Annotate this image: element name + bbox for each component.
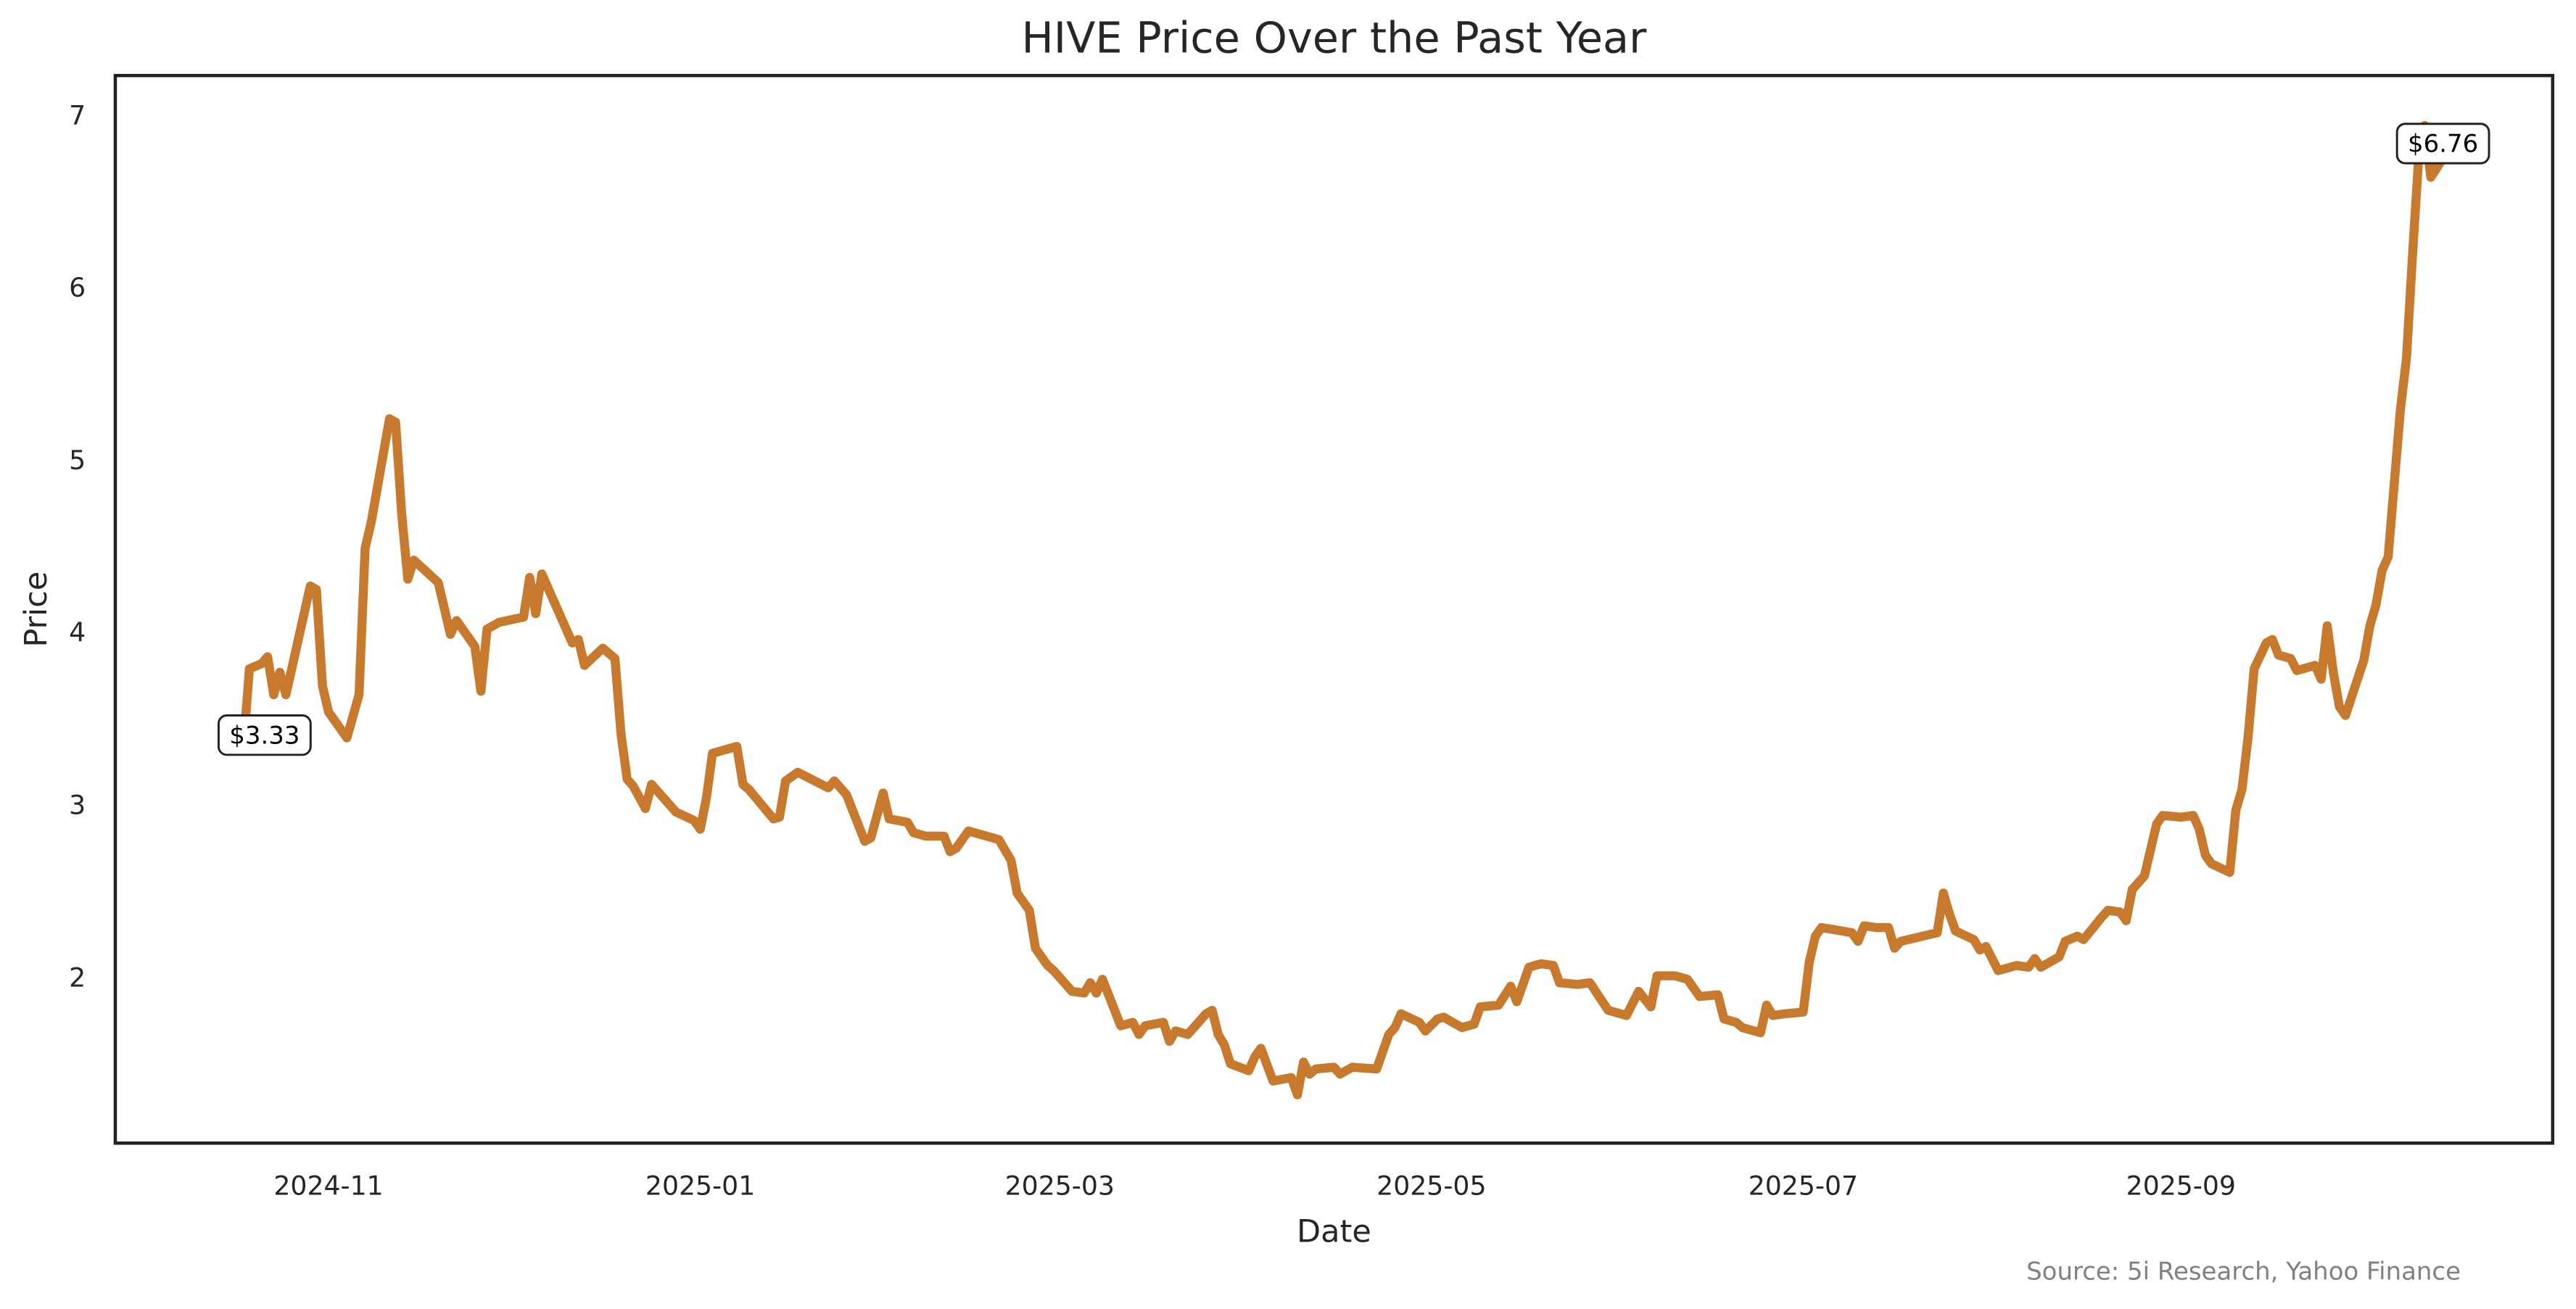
x-tick-label: 2025-07 bbox=[1749, 1170, 1858, 1201]
annotation-box bbox=[2395, 123, 2490, 165]
x-axis-label: Date bbox=[1297, 1213, 1371, 1250]
y-tick-label: 4 bbox=[69, 617, 86, 648]
annotation-box bbox=[217, 714, 312, 756]
x-tick-label: 2025-03 bbox=[1005, 1170, 1115, 1201]
y-tick-label: 7 bbox=[69, 99, 86, 131]
x-tick-label: 2025-05 bbox=[1376, 1170, 1486, 1201]
y-tick-label: 5 bbox=[69, 445, 86, 476]
source-note: Source: 5i Research, Yahoo Finance bbox=[2026, 1258, 2461, 1287]
x-tick-label: 2024-11 bbox=[273, 1170, 383, 1201]
chart-title: HIVE Price Over the Past Year bbox=[1021, 13, 1647, 63]
y-tick-label: 3 bbox=[69, 790, 86, 821]
y-tick-label: 6 bbox=[69, 272, 86, 303]
y-axis-label: Price bbox=[18, 571, 54, 648]
y-tick-label: 2 bbox=[69, 962, 86, 993]
x-tick-label: 2025-09 bbox=[2126, 1170, 2236, 1201]
price-line bbox=[239, 120, 2448, 1099]
x-tick-label: 2025-01 bbox=[645, 1170, 755, 1201]
annotation-label: $3.33 bbox=[229, 721, 300, 750]
annotation-label: $6.76 bbox=[2408, 130, 2478, 159]
plot-frame bbox=[113, 73, 2555, 1145]
